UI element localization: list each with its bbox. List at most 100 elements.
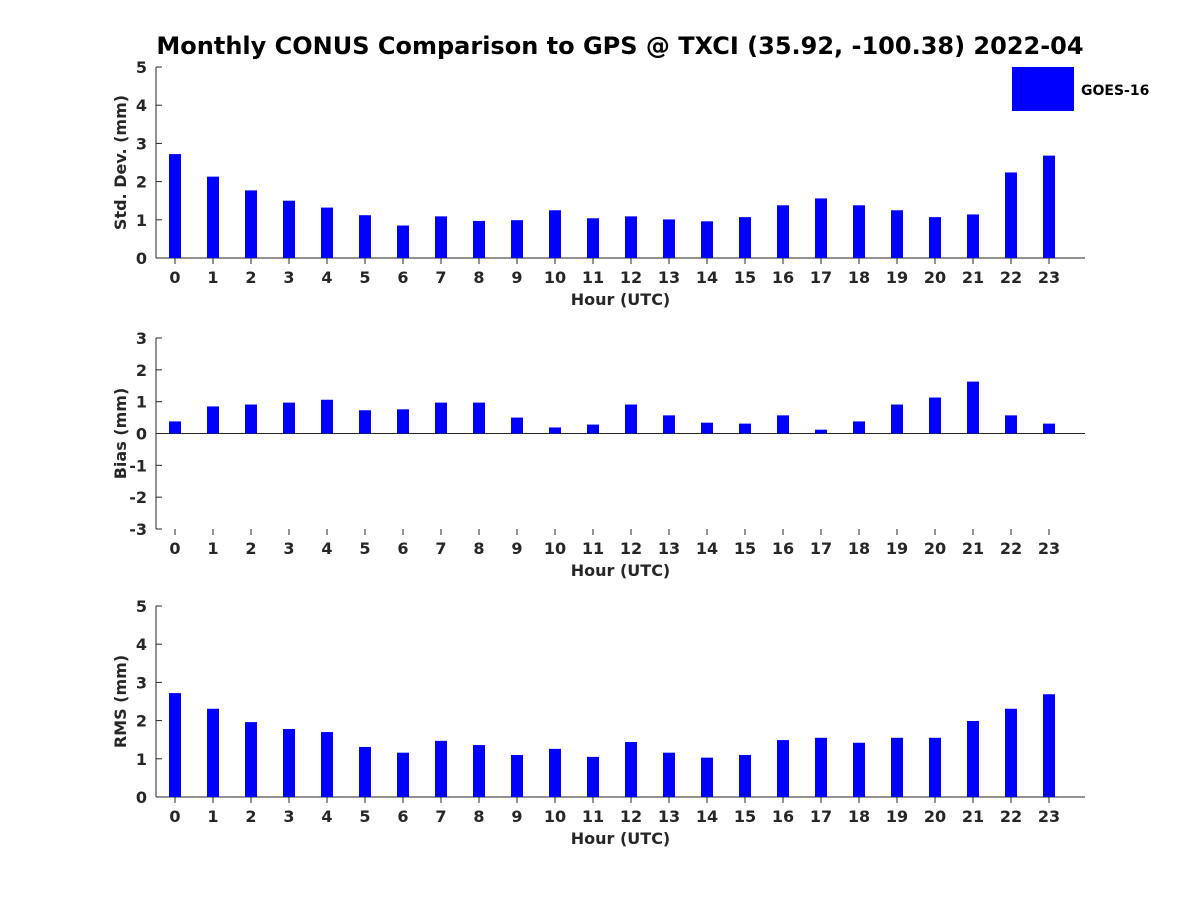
legend: GOES-16	[1012, 67, 1149, 111]
bar-std-hour-4	[321, 207, 333, 258]
y-tick-label: -3	[129, 520, 147, 539]
x-tick-label: 23	[1038, 807, 1060, 826]
x-tick-label: 1	[207, 268, 218, 287]
x-tick-label: 15	[734, 539, 756, 558]
bar-rms-hour-15	[739, 754, 751, 797]
y-axis-label: RMS (mm)	[111, 655, 130, 748]
bar-rms-hour-2	[245, 722, 257, 797]
x-tick-label: 5	[359, 807, 370, 826]
x-tick-label: 18	[848, 539, 870, 558]
bar-std-hour-12	[625, 216, 637, 258]
y-tick-label: 0	[136, 249, 147, 268]
x-tick-label: 9	[511, 268, 522, 287]
x-tick-label: 1	[207, 539, 218, 558]
x-tick-label: 6	[397, 539, 408, 558]
bar-std-hour-9	[511, 220, 523, 258]
bar-bias-hour-12	[625, 404, 637, 434]
bar-bias-hour-13	[663, 415, 675, 434]
y-tick-label: 3	[136, 673, 147, 692]
x-tick-label: 14	[696, 807, 718, 826]
x-tick-label: 11	[582, 268, 604, 287]
x-tick-label: 16	[772, 268, 794, 287]
x-tick-label: 4	[321, 539, 332, 558]
y-tick-label: 3	[136, 134, 147, 153]
x-tick-label: 10	[544, 539, 566, 558]
bar-rms-hour-20	[929, 737, 941, 797]
bar-rms-hour-21	[967, 720, 979, 797]
x-tick-label: 10	[544, 268, 566, 287]
x-tick-label: 12	[620, 539, 642, 558]
x-axis-label: Hour (UTC)	[571, 561, 671, 580]
bar-bias-hour-3	[283, 402, 295, 434]
bar-std-hour-18	[853, 205, 865, 258]
x-tick-label: 12	[620, 807, 642, 826]
bar-std-hour-19	[891, 210, 903, 258]
x-tick-label: 23	[1038, 539, 1060, 558]
x-tick-label: 17	[810, 539, 832, 558]
x-tick-label: 6	[397, 807, 408, 826]
bar-std-hour-11	[587, 218, 599, 258]
x-tick-label: 2	[245, 539, 256, 558]
x-tick-label: 16	[772, 539, 794, 558]
y-tick-label: 2	[136, 173, 147, 192]
x-axis-label: Hour (UTC)	[571, 829, 671, 848]
chart-title: Monthly CONUS Comparison to GPS @ TXCI (…	[156, 32, 1083, 60]
bar-bias-hour-1	[207, 406, 219, 434]
x-tick-label: 3	[283, 268, 294, 287]
bar-bias-hour-21	[967, 381, 979, 434]
y-tick-label: -1	[129, 456, 147, 475]
x-tick-label: 13	[658, 807, 680, 826]
x-tick-label: 3	[283, 807, 294, 826]
bar-std-hour-15	[739, 217, 751, 258]
legend-label: GOES-16	[1081, 83, 1149, 99]
bar-std-hour-14	[701, 221, 713, 258]
x-tick-label: 13	[658, 539, 680, 558]
bar-rms-hour-1	[207, 708, 219, 797]
bar-std-hour-13	[663, 219, 675, 258]
x-tick-label: 6	[397, 268, 408, 287]
bar-std-hour-23	[1043, 155, 1055, 258]
bar-std-hour-16	[777, 205, 789, 258]
x-tick-label: 8	[473, 268, 484, 287]
bar-rms-hour-7	[435, 740, 447, 797]
x-tick-label: 23	[1038, 268, 1060, 287]
bar-rms-hour-14	[701, 757, 713, 797]
bar-rms-hour-10	[549, 748, 561, 797]
x-axis-label: Hour (UTC)	[571, 290, 671, 309]
bar-rms-hour-17	[815, 737, 827, 797]
y-tick-label: -2	[129, 488, 147, 507]
x-tick-label: 20	[924, 539, 946, 558]
bar-std-hour-22	[1005, 172, 1017, 258]
y-tick-label: 0	[136, 425, 147, 444]
y-tick-label: 5	[136, 597, 147, 616]
x-tick-label: 18	[848, 807, 870, 826]
bar-bias-hour-15	[739, 423, 751, 434]
x-tick-label: 9	[511, 807, 522, 826]
bar-std-hour-0	[169, 154, 181, 258]
bar-rms-hour-8	[473, 745, 485, 797]
x-tick-label: 12	[620, 268, 642, 287]
bar-std-hour-8	[473, 220, 485, 258]
bar-bias-hour-14	[701, 422, 713, 434]
bar-bias-hour-2	[245, 404, 257, 434]
x-tick-label: 7	[435, 268, 446, 287]
bar-bias-hour-8	[473, 402, 485, 434]
bar-std-hour-10	[549, 210, 561, 258]
bar-rms-hour-22	[1005, 708, 1017, 797]
bar-bias-hour-7	[435, 402, 447, 434]
x-tick-label: 14	[696, 268, 718, 287]
x-tick-label: 15	[734, 268, 756, 287]
bar-rms-hour-18	[853, 742, 865, 797]
bar-bias-hour-10	[549, 427, 561, 434]
bar-bias-hour-20	[929, 397, 941, 434]
y-axis-label: Std. Dev. (mm)	[111, 95, 130, 230]
bar-std-hour-5	[359, 215, 371, 258]
x-tick-label: 0	[169, 268, 180, 287]
x-tick-label: 17	[810, 807, 832, 826]
bar-bias-hour-19	[891, 404, 903, 434]
legend-swatch	[1012, 67, 1074, 111]
x-tick-label: 22	[1000, 268, 1022, 287]
bar-std-hour-1	[207, 176, 219, 258]
